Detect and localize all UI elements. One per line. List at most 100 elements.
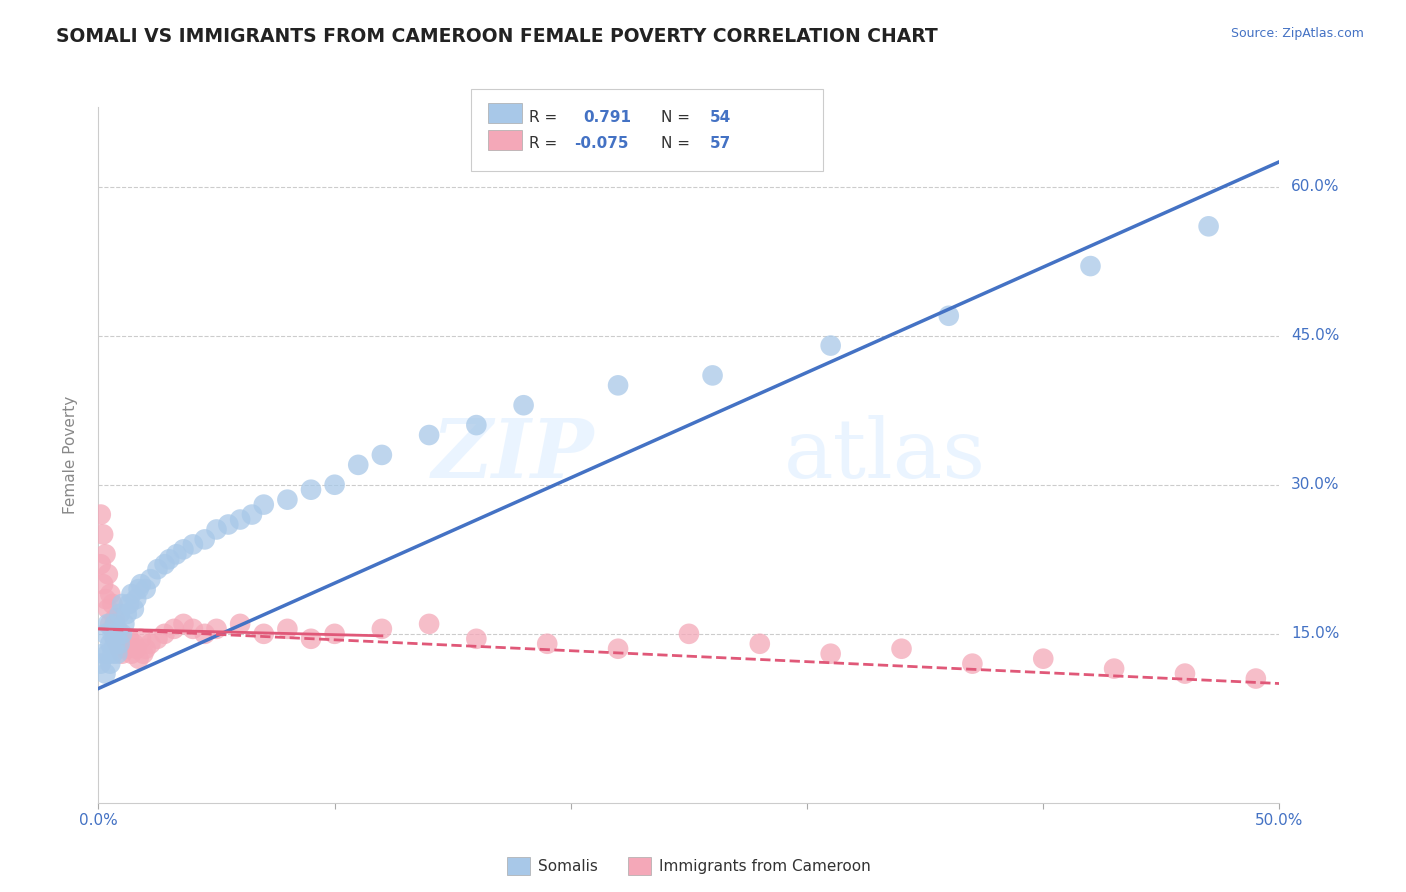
- Point: [165, 547, 187, 561]
- Point: [104, 632, 127, 646]
- Point: [108, 627, 131, 641]
- Point: [465, 418, 488, 433]
- Point: [146, 632, 169, 646]
- Point: [276, 622, 298, 636]
- Text: R =: R =: [529, 110, 557, 125]
- Point: [163, 622, 186, 636]
- Point: [118, 597, 141, 611]
- Point: [135, 641, 157, 656]
- Point: [205, 523, 228, 537]
- Point: [101, 622, 124, 636]
- Point: [1244, 672, 1267, 686]
- Point: [122, 637, 145, 651]
- Point: [1198, 219, 1220, 234]
- Point: [139, 572, 162, 586]
- Point: [111, 647, 134, 661]
- Point: [962, 657, 984, 671]
- Point: [205, 622, 228, 636]
- Point: [253, 627, 276, 641]
- Point: [253, 498, 276, 512]
- Point: [153, 627, 176, 641]
- Point: [98, 657, 121, 671]
- Point: [128, 582, 150, 596]
- Text: 57: 57: [710, 136, 731, 152]
- Text: atlas: atlas: [783, 415, 986, 495]
- Point: [94, 666, 117, 681]
- Text: N =: N =: [661, 136, 690, 152]
- Point: [108, 607, 131, 621]
- Point: [146, 562, 169, 576]
- Point: [97, 602, 120, 616]
- Point: [91, 577, 114, 591]
- Point: [1032, 651, 1054, 665]
- Point: [111, 627, 134, 641]
- Point: [94, 592, 117, 607]
- Text: 0.791: 0.791: [583, 110, 631, 125]
- Point: [121, 587, 143, 601]
- Point: [111, 597, 134, 611]
- Point: [157, 552, 180, 566]
- Point: [97, 567, 120, 582]
- Point: [108, 637, 131, 651]
- Point: [299, 483, 322, 497]
- Point: [129, 632, 152, 646]
- Point: [112, 616, 135, 631]
- Legend: Somalis, Immigrants from Cameroon: Somalis, Immigrants from Cameroon: [508, 856, 870, 875]
- Text: N =: N =: [661, 110, 690, 125]
- Point: [105, 637, 128, 651]
- Point: [111, 632, 134, 646]
- Point: [90, 508, 112, 522]
- Point: [678, 627, 700, 641]
- Text: Source: ZipAtlas.com: Source: ZipAtlas.com: [1230, 27, 1364, 40]
- Y-axis label: Female Poverty: Female Poverty: [63, 396, 77, 514]
- Point: [194, 533, 217, 547]
- Point: [276, 492, 298, 507]
- Text: 15.0%: 15.0%: [1291, 626, 1340, 641]
- Point: [139, 637, 162, 651]
- Point: [607, 641, 630, 656]
- Point: [101, 627, 124, 641]
- Point: [371, 448, 394, 462]
- Point: [299, 632, 322, 646]
- Point: [104, 612, 127, 626]
- Text: ZIP: ZIP: [432, 415, 595, 495]
- Text: 30.0%: 30.0%: [1291, 477, 1340, 492]
- Point: [98, 616, 121, 631]
- Point: [820, 338, 842, 352]
- Point: [371, 622, 394, 636]
- Point: [702, 368, 724, 383]
- Point: [112, 637, 135, 651]
- Point: [465, 632, 488, 646]
- Text: 54: 54: [710, 110, 731, 125]
- Point: [104, 616, 127, 631]
- Point: [1102, 662, 1125, 676]
- Point: [1080, 259, 1102, 273]
- Text: 45.0%: 45.0%: [1291, 328, 1340, 343]
- Point: [101, 647, 124, 661]
- Point: [104, 637, 127, 651]
- Point: [122, 602, 145, 616]
- Point: [607, 378, 630, 392]
- Point: [91, 647, 114, 661]
- Point: [97, 647, 120, 661]
- Point: [172, 542, 194, 557]
- Point: [128, 651, 150, 665]
- Text: R =: R =: [529, 136, 557, 152]
- Point: [418, 428, 440, 442]
- Point: [115, 641, 138, 656]
- Point: [181, 622, 204, 636]
- Point: [94, 547, 117, 561]
- Point: [105, 622, 128, 636]
- Point: [748, 637, 770, 651]
- Point: [153, 558, 176, 572]
- Text: SOMALI VS IMMIGRANTS FROM CAMEROON FEMALE POVERTY CORRELATION CHART: SOMALI VS IMMIGRANTS FROM CAMEROON FEMAL…: [56, 27, 938, 45]
- Point: [938, 309, 960, 323]
- Point: [105, 647, 128, 661]
- Point: [217, 517, 239, 532]
- Point: [98, 587, 121, 601]
- Point: [181, 537, 204, 551]
- Point: [418, 616, 440, 631]
- Point: [115, 607, 138, 621]
- Point: [323, 627, 346, 641]
- Point: [1174, 666, 1197, 681]
